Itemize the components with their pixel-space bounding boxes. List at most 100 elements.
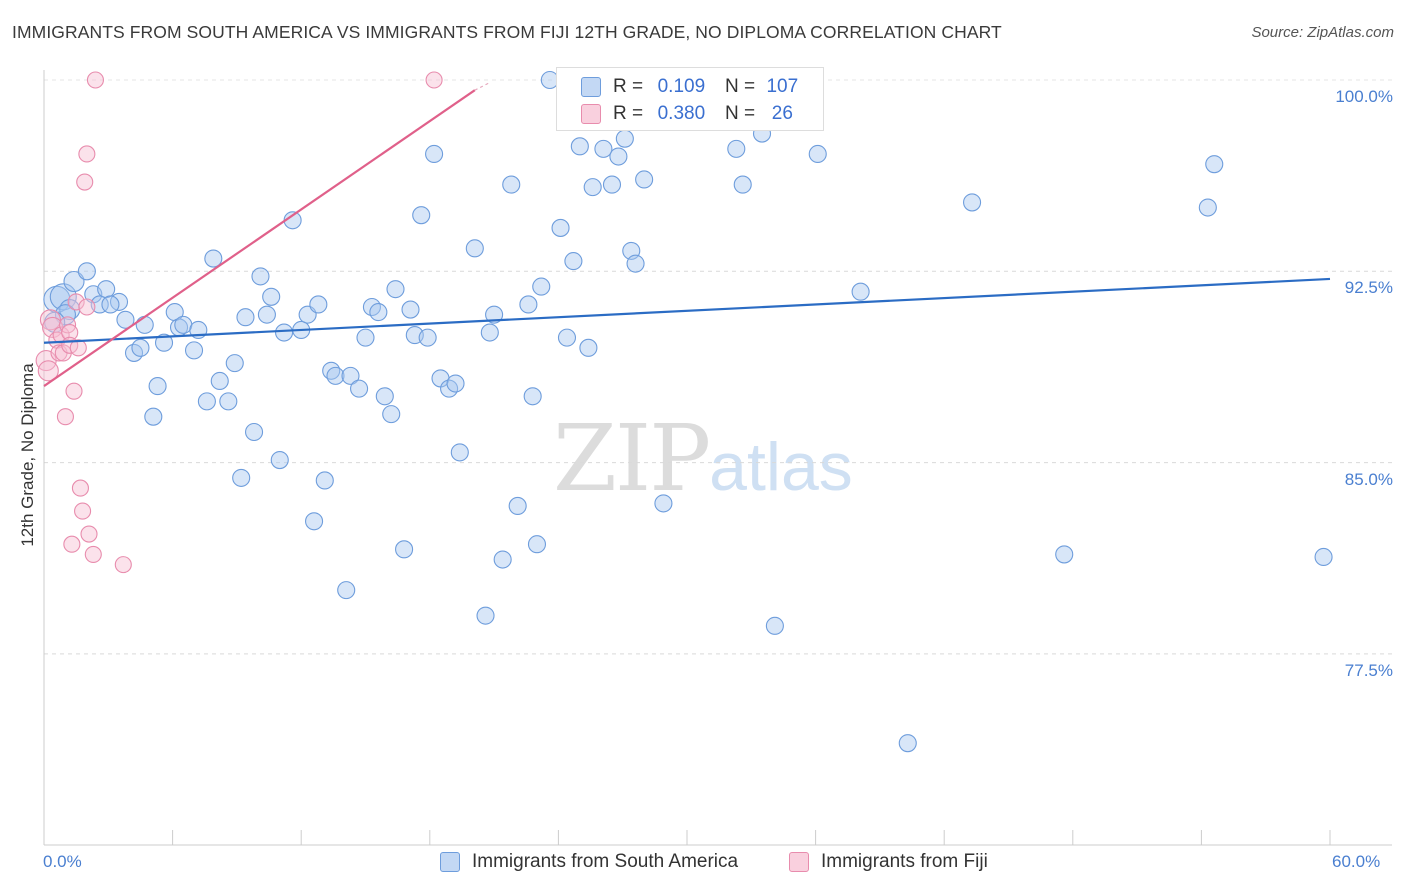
watermark-zip: ZIP	[553, 405, 711, 512]
data-point-south-america	[615, 129, 634, 148]
data-point-fiji	[63, 535, 81, 553]
data-point-south-america	[382, 405, 401, 424]
data-point-south-america	[244, 422, 264, 442]
data-point-south-america	[1314, 547, 1333, 567]
data-point-fiji	[78, 145, 96, 163]
data-point-south-america	[579, 338, 598, 357]
data-point-south-america	[1055, 545, 1074, 564]
data-point-fiji	[56, 408, 74, 426]
data-point-south-america	[418, 328, 437, 347]
trend-lines	[43, 82, 1331, 387]
data-point-south-america	[450, 443, 469, 462]
data-point-south-america	[551, 218, 570, 237]
data-point-south-america	[90, 295, 109, 314]
data-point-south-america	[401, 300, 420, 319]
data-point-south-america	[564, 252, 583, 271]
data-point-south-america	[135, 315, 154, 334]
data-point-south-america	[350, 379, 369, 398]
data-point-south-america	[851, 282, 870, 301]
data-point-fiji	[78, 298, 96, 316]
data-point-fiji	[86, 71, 104, 89]
data-point-south-america	[131, 338, 150, 357]
data-point-south-america	[508, 496, 527, 516]
legend-row-fiji: R = 0.380 N = 26	[581, 102, 804, 126]
data-point-south-america	[594, 139, 613, 158]
data-point-fiji	[80, 525, 98, 543]
y-tick-label: 77.5%	[1344, 660, 1393, 680]
data-point-south-america	[602, 175, 622, 194]
y-tick-label: 85.0%	[1344, 469, 1393, 489]
data-point-south-america	[1205, 155, 1224, 174]
data-point-south-america	[654, 494, 673, 513]
data-point-south-america	[63, 270, 85, 293]
data-point-south-america	[519, 295, 538, 314]
data-point-south-america	[225, 354, 244, 373]
data-point-south-america	[174, 315, 193, 334]
data-point-south-america	[446, 374, 465, 393]
legend-r-value: 0.380	[657, 103, 706, 124]
data-point-south-america	[341, 366, 360, 385]
data-point-south-america	[197, 392, 216, 411]
data-point-south-america	[356, 328, 375, 347]
y-tick-label: 100.0%	[1335, 87, 1393, 106]
legend-r-label: R =	[613, 76, 644, 97]
data-point-south-america	[275, 323, 294, 342]
data-point-south-america	[257, 305, 276, 324]
data-point-south-america	[727, 139, 746, 158]
data-point-south-america	[502, 175, 521, 194]
data-point-south-america	[305, 512, 324, 531]
data-point-fiji	[69, 339, 87, 357]
trend-line-south-america	[43, 277, 1331, 344]
data-point-south-america	[337, 581, 356, 600]
data-point-south-america	[570, 137, 589, 156]
data-point-south-america	[808, 144, 827, 164]
data-point-south-america	[262, 287, 281, 306]
data-point-south-america	[898, 734, 917, 753]
legend-r-label: R =	[613, 103, 644, 124]
data-point-south-america	[765, 616, 784, 635]
legend-swatch-blue	[581, 77, 601, 97]
data-point-fiji	[67, 293, 85, 311]
data-point-south-america	[236, 308, 255, 327]
data-point-south-america	[733, 175, 752, 194]
data-point-south-america	[527, 535, 547, 554]
data-point-south-america	[219, 392, 238, 411]
data-point-south-america	[116, 310, 135, 329]
trend-line-fiji	[43, 89, 476, 387]
watermark: ZIPatlas	[553, 405, 853, 512]
data-point-fiji	[71, 479, 89, 497]
data-point-south-america	[148, 377, 167, 396]
data-point-south-america	[232, 468, 251, 487]
data-point-south-america	[270, 450, 289, 470]
data-point-south-america	[154, 333, 174, 352]
data-point-south-america	[369, 303, 388, 322]
data-point-south-america	[523, 387, 542, 406]
data-point-south-america	[963, 193, 982, 212]
legend-swatch-blue	[440, 852, 460, 872]
data-point-south-america	[309, 295, 328, 314]
data-point-fiji	[74, 502, 92, 520]
data-point-fiji	[76, 173, 94, 191]
legend-n-value: 26	[771, 103, 793, 124]
series-south-america-points	[43, 70, 1333, 753]
data-point-south-america	[583, 178, 602, 197]
x-tick-label-max: 60.0%	[1332, 852, 1381, 871]
watermark-atlas: atlas	[709, 429, 853, 505]
data-point-south-america	[1198, 198, 1217, 217]
series-fiji-points	[35, 71, 443, 574]
chart-title: IMMIGRANTS FROM SOUTH AMERICA VS IMMIGRA…	[12, 22, 1002, 42]
trend-line-fiji-extension	[474, 82, 491, 91]
data-point-south-america	[315, 471, 334, 490]
data-point-south-america	[626, 254, 645, 273]
data-point-south-america	[480, 323, 499, 342]
data-point-south-america	[101, 295, 120, 314]
data-point-south-america	[375, 387, 394, 406]
data-point-fiji	[37, 360, 59, 382]
data-point-south-america	[144, 407, 163, 426]
data-point-south-america	[609, 147, 628, 166]
legend-swatch-pink	[581, 104, 601, 124]
legend-n-value: 107	[766, 76, 799, 97]
data-point-south-america	[465, 239, 484, 258]
data-point-south-america	[77, 262, 96, 281]
